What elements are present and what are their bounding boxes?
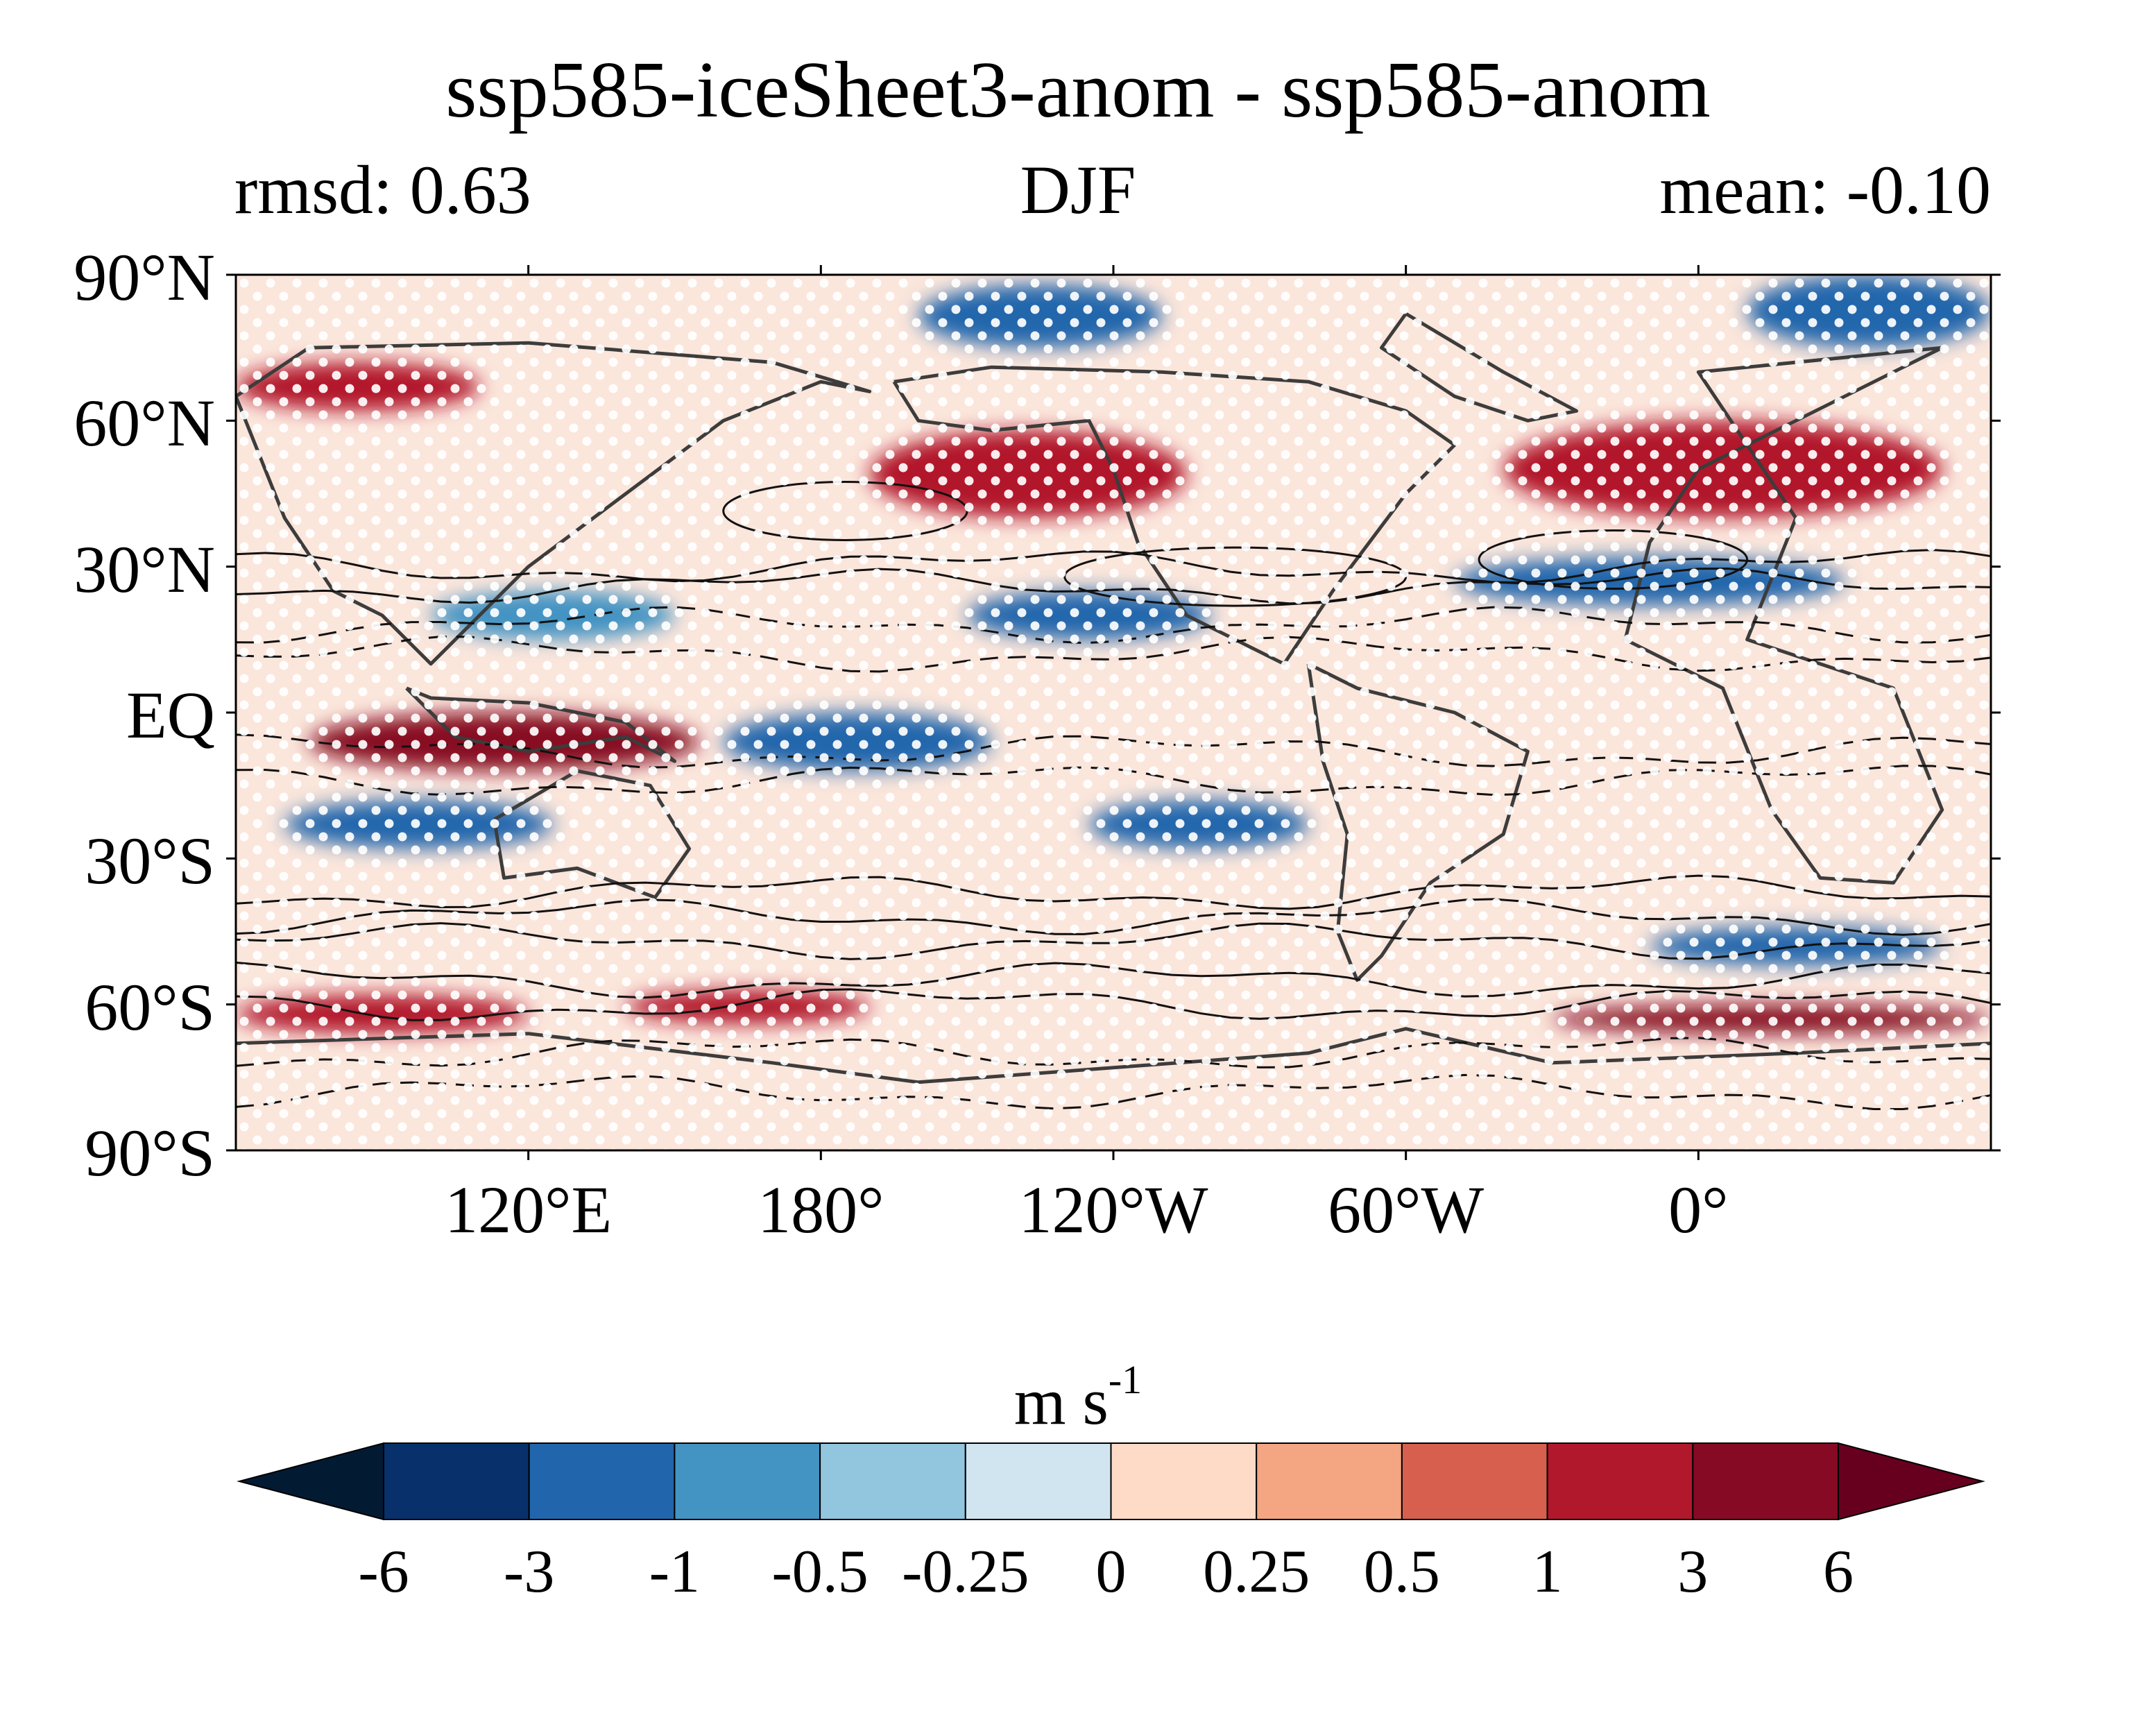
lat-label: 60°S [85, 969, 215, 1044]
lon-label: 120°W [1018, 1173, 1208, 1247]
colorbar-segment-3 [819, 1442, 966, 1520]
lat-label: 30°S [85, 824, 215, 899]
lat-label: 30°N [74, 531, 215, 606]
unit-base: m s [1013, 1364, 1109, 1438]
colorbar-tick-label: 3 [1677, 1538, 1709, 1606]
colorbar-tick-label: 0 [1095, 1538, 1127, 1606]
colorbar-tick-label: -6 [358, 1538, 409, 1606]
rmsd-label: rmsd: 0.63 [234, 151, 531, 228]
colorbar-over-triangle [1838, 1442, 1985, 1521]
colorbar-under-triangle [237, 1442, 384, 1521]
lon-label: 60°W [1328, 1173, 1485, 1247]
unit-exponent: -1 [1108, 1357, 1143, 1402]
colorbar-tick-label: -3 [504, 1538, 555, 1606]
lat-label: 90°S [85, 1116, 215, 1190]
season-label: DJF [1020, 151, 1136, 228]
stippling [236, 275, 1991, 1150]
colorbar-segment-1 [528, 1442, 676, 1520]
lat-label: EQ [126, 678, 215, 752]
colorbar-segment-5 [1110, 1442, 1258, 1520]
mean-label: mean: -0.10 [1659, 151, 1991, 228]
axis-ticks [226, 265, 2001, 1160]
colorbar-tick-label: -0.5 [771, 1538, 869, 1606]
colorbar-segment-0 [383, 1442, 530, 1520]
colorbar-tick-label: -0.25 [902, 1538, 1029, 1606]
colorbar-tick-label: 0.25 [1203, 1538, 1310, 1606]
colorbar-segment-8 [1546, 1442, 1694, 1520]
lon-label: 0° [1668, 1173, 1729, 1247]
colorbar-tick-label: 6 [1823, 1538, 1854, 1606]
figure-title: ssp585-iceSheet3-anom - ssp585-anom [445, 46, 1711, 135]
colorbar-tick-label: -1 [649, 1538, 701, 1606]
colorbar-tick-label: 0.5 [1363, 1538, 1440, 1606]
colorbar-segment-7 [1401, 1442, 1548, 1520]
lat-label: 60°N [74, 386, 215, 461]
colorbar-segment-6 [1256, 1442, 1403, 1520]
colorbar-segment-9 [1692, 1442, 1840, 1520]
lat-label: 90°N [74, 240, 215, 314]
colorbar-segment-2 [674, 1442, 821, 1520]
lon-label: 120°E [445, 1173, 613, 1247]
colorbar-unit: m s-1 [0, 1360, 2156, 1435]
colorbar-tick-label: 1 [1532, 1538, 1563, 1606]
lon-label: 180° [758, 1173, 884, 1247]
colorbar-segment-4 [964, 1442, 1112, 1520]
